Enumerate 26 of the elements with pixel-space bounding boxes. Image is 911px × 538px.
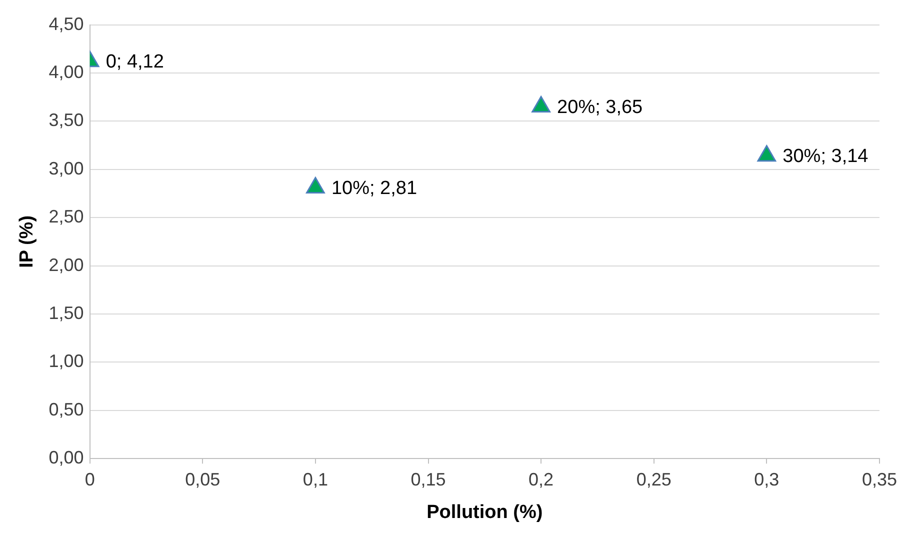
y-tick-label: 2,00: [48, 254, 84, 275]
x-tick-label: 0,2: [528, 469, 554, 490]
x-tick-label: 0: [84, 469, 95, 490]
x-tick-label: 0,05: [185, 469, 220, 490]
data-label: 10%; 2,81: [331, 178, 418, 199]
y-tick-label: 0,50: [48, 399, 84, 420]
y-tick-label: 4,00: [48, 62, 84, 82]
point: [532, 96, 550, 112]
y-tick-label: 3,50: [48, 110, 84, 130]
point: [757, 145, 776, 162]
y-tick-label: 1,00: [48, 351, 84, 372]
x-tick-label: 0,1: [302, 469, 328, 490]
x-tick-label: 0,15: [410, 469, 446, 490]
y-tick-label: 1,50: [48, 302, 84, 323]
x-tick-label: 0,25: [636, 469, 672, 490]
y-tick-label: 3,00: [48, 158, 84, 178]
x-axis-title: Pollution (%): [426, 502, 543, 523]
data-label: 30%; 3,14: [782, 146, 869, 168]
data-label: 0; 4,12: [106, 52, 164, 73]
x-tick-label: 0,35: [862, 469, 898, 490]
data-label: 20%; 3,65: [557, 96, 643, 118]
y-tick-label: 4,50: [48, 14, 84, 34]
y-tick-label: 2,50: [48, 206, 84, 227]
x-tick-label: 0,3: [754, 469, 780, 490]
y-tick-label: 0,00: [48, 448, 84, 468]
y-axis-title: IP (%): [16, 215, 38, 268]
